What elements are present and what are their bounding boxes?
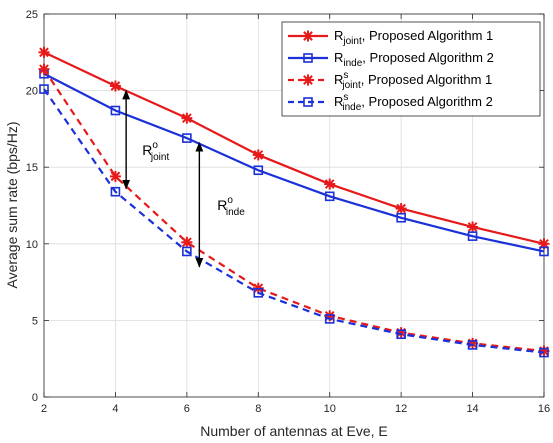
data-point	[182, 246, 192, 257]
legend-label: Rs inde, Proposed Algorithm 2	[334, 92, 493, 113]
y-axis-label: Average sum rate (bps/Hz)	[4, 121, 20, 288]
data-point	[467, 221, 479, 233]
data-point	[539, 347, 549, 358]
axis-ticks: 2 4 6 8 10 12 14 16 0 5 10 15 20 25	[26, 9, 550, 415]
data-point	[395, 203, 407, 215]
legend-label: Rs joint, Proposed Algorithm 1	[334, 70, 492, 91]
x-tick-label: 16	[538, 403, 550, 415]
legend-label: Rinde, Proposed Algorithm 2	[334, 50, 494, 69]
y-tick-label: 5	[32, 315, 38, 327]
data-point	[324, 191, 335, 202]
data-point	[181, 112, 193, 124]
data-point	[539, 246, 549, 257]
x-tick-label: 6	[184, 403, 190, 415]
data-point	[181, 236, 193, 248]
series-3	[39, 84, 549, 358]
y-tick-label: 25	[26, 9, 38, 21]
data-point	[396, 329, 406, 339]
x-tick-label: 12	[395, 403, 407, 415]
data-point	[110, 186, 121, 197]
plot-frame	[43, 13, 545, 398]
data-point	[324, 314, 335, 324]
x-tick-label: 2	[41, 403, 47, 415]
data-point	[253, 165, 264, 176]
data-point	[252, 149, 264, 161]
y-tick-label: 15	[26, 162, 38, 174]
x-tick-label: 4	[112, 403, 118, 415]
data-point	[324, 178, 336, 190]
legend-entry-3: Rs inde, Proposed Algorithm 2	[288, 92, 493, 113]
series-line	[43, 88, 545, 354]
data-point	[109, 80, 121, 92]
data-point	[39, 84, 49, 94]
legend-marker	[302, 30, 314, 42]
x-tick-label: 14	[466, 403, 478, 415]
legend-entry-0: Rjoint, Proposed Algorithm 1	[288, 28, 493, 47]
data-point	[110, 105, 121, 116]
annotation-label: Ro joint	[142, 140, 169, 163]
annotations: Ro joint Ro inde	[122, 89, 245, 268]
legend-marker	[303, 53, 313, 63]
x-axis-label: Number of antennas at Eve, E	[200, 423, 388, 439]
annotation-label: Ro inde	[217, 195, 245, 218]
legend: Rjoint, Proposed Algorithm 1 Rinde, Propo…	[281, 21, 541, 117]
data-point	[182, 133, 192, 143]
data-point	[396, 212, 406, 223]
data-point	[38, 63, 50, 75]
data-point	[467, 340, 478, 350]
data-point	[467, 231, 478, 241]
legend-box	[281, 21, 541, 117]
data-point	[538, 238, 550, 250]
y-tick-label: 10	[26, 239, 38, 251]
data-point	[38, 46, 50, 58]
legend-entry-2: Rs joint, Proposed Algorithm 1	[288, 70, 492, 91]
x-tick-label: 8	[255, 403, 261, 415]
legend-marker	[302, 74, 314, 86]
y-tick-label: 0	[32, 392, 38, 404]
legend-label: Rjoint, Proposed Algorithm 1	[334, 28, 493, 47]
x-tick-label: 10	[324, 403, 336, 415]
data-point	[109, 170, 121, 182]
legend-marker	[303, 97, 313, 107]
legend-entry-1: Rinde, Proposed Algorithm 2	[288, 50, 494, 69]
y-tick-label: 20	[26, 86, 38, 98]
data-point	[253, 288, 264, 298]
